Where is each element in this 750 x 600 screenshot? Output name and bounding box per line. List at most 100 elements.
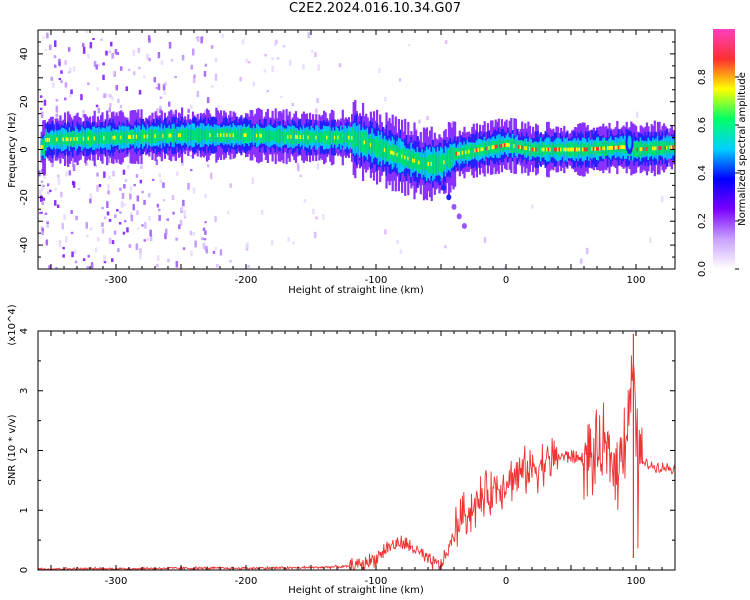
ridge-band-cell — [388, 143, 391, 160]
y-tick-label: 1 — [19, 507, 30, 513]
ridge-band-cell — [318, 132, 321, 143]
noise-speck — [164, 82, 167, 86]
ridge-peak-cell — [494, 144, 497, 149]
ridge-spur-dot — [446, 194, 452, 201]
noise-speck — [163, 91, 166, 95]
noise-speck — [108, 218, 112, 222]
ridge-band-cell — [176, 130, 179, 140]
noise-speck — [135, 243, 139, 250]
ridge-band-cell — [240, 130, 243, 141]
ridge-band-cell — [371, 137, 374, 153]
noise-speck — [129, 186, 133, 192]
ridge-band-cell — [173, 127, 176, 143]
noise-speck — [98, 184, 102, 188]
noise-speck — [56, 204, 60, 208]
ridge-band-cell — [59, 132, 62, 147]
noise-speck — [148, 58, 151, 62]
noise-speck — [399, 249, 403, 254]
ridge-band-cell — [352, 127, 355, 150]
noise-speck — [174, 75, 177, 78]
ridge-peak-cell — [641, 147, 644, 152]
ridge-band-cell — [483, 143, 486, 155]
ridge-band-cell — [282, 132, 285, 141]
noise-speck — [206, 164, 210, 168]
ridge-peak-cell — [524, 146, 527, 150]
noise-speck — [121, 200, 124, 207]
ridge-peak-cell — [390, 150, 393, 155]
noise-speck — [58, 61, 61, 67]
ridge-band-cell — [327, 130, 330, 145]
y-tick-label: 40 — [19, 48, 30, 61]
ridge-band-cell — [230, 130, 234, 140]
noise-speck — [60, 80, 63, 83]
noise-speck — [127, 68, 131, 72]
ridge-peak-cell — [87, 136, 90, 141]
noise-speck — [148, 215, 151, 221]
noise-speck — [159, 179, 162, 184]
noise-speck — [137, 47, 141, 53]
ridge-peak-cell — [401, 154, 404, 159]
ridge-peak-cell — [507, 143, 510, 147]
noise-speck — [107, 190, 110, 195]
ridge-band-cell — [104, 132, 107, 144]
ridge-band-cell — [199, 128, 202, 142]
ridge-band-cell — [198, 128, 201, 143]
ridge-band-cell — [511, 138, 514, 153]
ridge-band-cell — [650, 141, 653, 156]
noise-speck — [69, 93, 72, 98]
noise-speck — [210, 45, 214, 49]
noise-speck — [157, 52, 161, 59]
noise-speck — [156, 108, 159, 116]
ridge-band-cell — [661, 141, 664, 154]
noise-speck — [211, 85, 214, 88]
ridge-peak-cell — [369, 142, 372, 147]
ridge-band-cell — [291, 129, 294, 145]
noise-speck — [316, 98, 319, 103]
ridge-band-cell — [335, 130, 338, 145]
noise-speck — [156, 263, 159, 268]
noise-speck — [264, 53, 267, 57]
ridge-band-cell — [134, 130, 137, 143]
ridge-band-cell — [580, 143, 583, 156]
ridge-peak-cell — [575, 147, 578, 152]
snr-frame — [37, 330, 676, 571]
ridge-band-cell — [96, 130, 99, 146]
noise-speck — [65, 171, 68, 177]
noise-speck — [182, 199, 185, 207]
chart-title: C2E2.2024.016.10.34.G07 — [288, 1, 462, 16]
ridge-band-cell — [374, 138, 377, 155]
ridge-band-cell — [188, 129, 191, 141]
noise-speck — [89, 42, 93, 49]
colorbar-tick-label: 0.2 — [697, 213, 708, 229]
noise-speck — [119, 105, 123, 109]
ridge-peak-cell — [458, 151, 461, 156]
noise-speck — [63, 214, 66, 221]
noise-speck — [263, 156, 267, 160]
ridge-band-cell — [338, 131, 341, 144]
ridge-peak-cell — [464, 150, 468, 155]
noise-speck — [146, 53, 149, 60]
noise-speck — [192, 48, 195, 56]
ridge-peak-cell — [302, 135, 305, 140]
noise-speck — [132, 50, 136, 57]
ridge-spike-core — [627, 135, 632, 150]
ridge-peak-cell — [636, 147, 639, 152]
ridge-band-cell — [450, 148, 454, 165]
ridge-band-cell — [107, 131, 110, 145]
ridge-peak-cell — [652, 146, 655, 151]
ridge-band-cell — [279, 131, 282, 142]
y-tick-label: 0 — [19, 146, 30, 152]
noise-speck — [189, 230, 193, 236]
ridge-peak-cell — [243, 133, 246, 137]
noise-speck — [46, 32, 49, 39]
ridge-band-cell — [319, 131, 322, 144]
y-tick-label: 2 — [19, 447, 30, 453]
noise-speck — [144, 222, 147, 229]
ridge-band-cell — [444, 152, 447, 171]
ridge-band-cell — [433, 153, 436, 174]
noise-speck — [182, 247, 186, 250]
ridge-peak-cell — [42, 145, 45, 149]
ridge-band-cell — [397, 147, 400, 163]
x-axis-label: Height of straight line (km) — [288, 585, 424, 596]
ridge-band-cell — [332, 132, 335, 143]
